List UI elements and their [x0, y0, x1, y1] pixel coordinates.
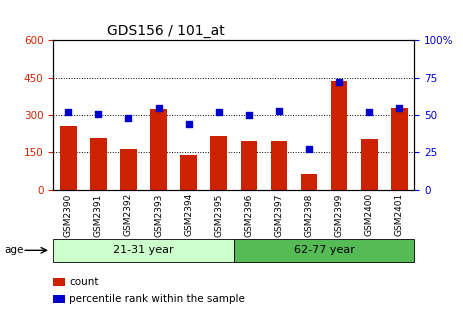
Bar	[120, 149, 137, 190]
Bar	[271, 141, 287, 190]
Point	[275, 108, 282, 113]
Bar	[181, 155, 197, 190]
Bar	[150, 109, 167, 190]
Text: GSM2391: GSM2391	[94, 193, 103, 237]
Point	[395, 105, 403, 110]
Text: GSM2396: GSM2396	[244, 193, 253, 237]
Bar	[301, 174, 317, 190]
Text: GSM2390: GSM2390	[64, 193, 73, 237]
Bar	[331, 81, 347, 190]
Point	[95, 111, 102, 116]
Bar	[241, 141, 257, 190]
Bar	[361, 139, 377, 190]
Bar	[60, 126, 76, 190]
Point	[65, 110, 72, 115]
Text: GDS156 / 101_at: GDS156 / 101_at	[107, 24, 225, 38]
Point	[306, 147, 313, 152]
Text: GSM2401: GSM2401	[395, 193, 404, 237]
Point	[185, 121, 193, 127]
Text: GSM2400: GSM2400	[365, 193, 374, 237]
Text: GSM2392: GSM2392	[124, 193, 133, 237]
Point	[366, 110, 373, 115]
Text: GSM2398: GSM2398	[305, 193, 313, 237]
Text: 21-31 year: 21-31 year	[113, 245, 174, 255]
Text: GSM2399: GSM2399	[335, 193, 344, 237]
Bar	[90, 137, 106, 190]
Text: count: count	[69, 277, 99, 287]
Text: GSM2393: GSM2393	[154, 193, 163, 237]
Text: GSM2394: GSM2394	[184, 193, 193, 237]
Text: 62-77 year: 62-77 year	[294, 245, 355, 255]
Bar	[391, 108, 407, 190]
Point	[245, 113, 253, 118]
Text: age: age	[5, 245, 24, 255]
Point	[125, 115, 132, 121]
Point	[155, 105, 163, 110]
Point	[336, 80, 343, 85]
Text: GSM2395: GSM2395	[214, 193, 223, 237]
Point	[215, 110, 223, 115]
Text: GSM2397: GSM2397	[275, 193, 283, 237]
Text: percentile rank within the sample: percentile rank within the sample	[69, 294, 245, 304]
Bar	[211, 136, 227, 190]
